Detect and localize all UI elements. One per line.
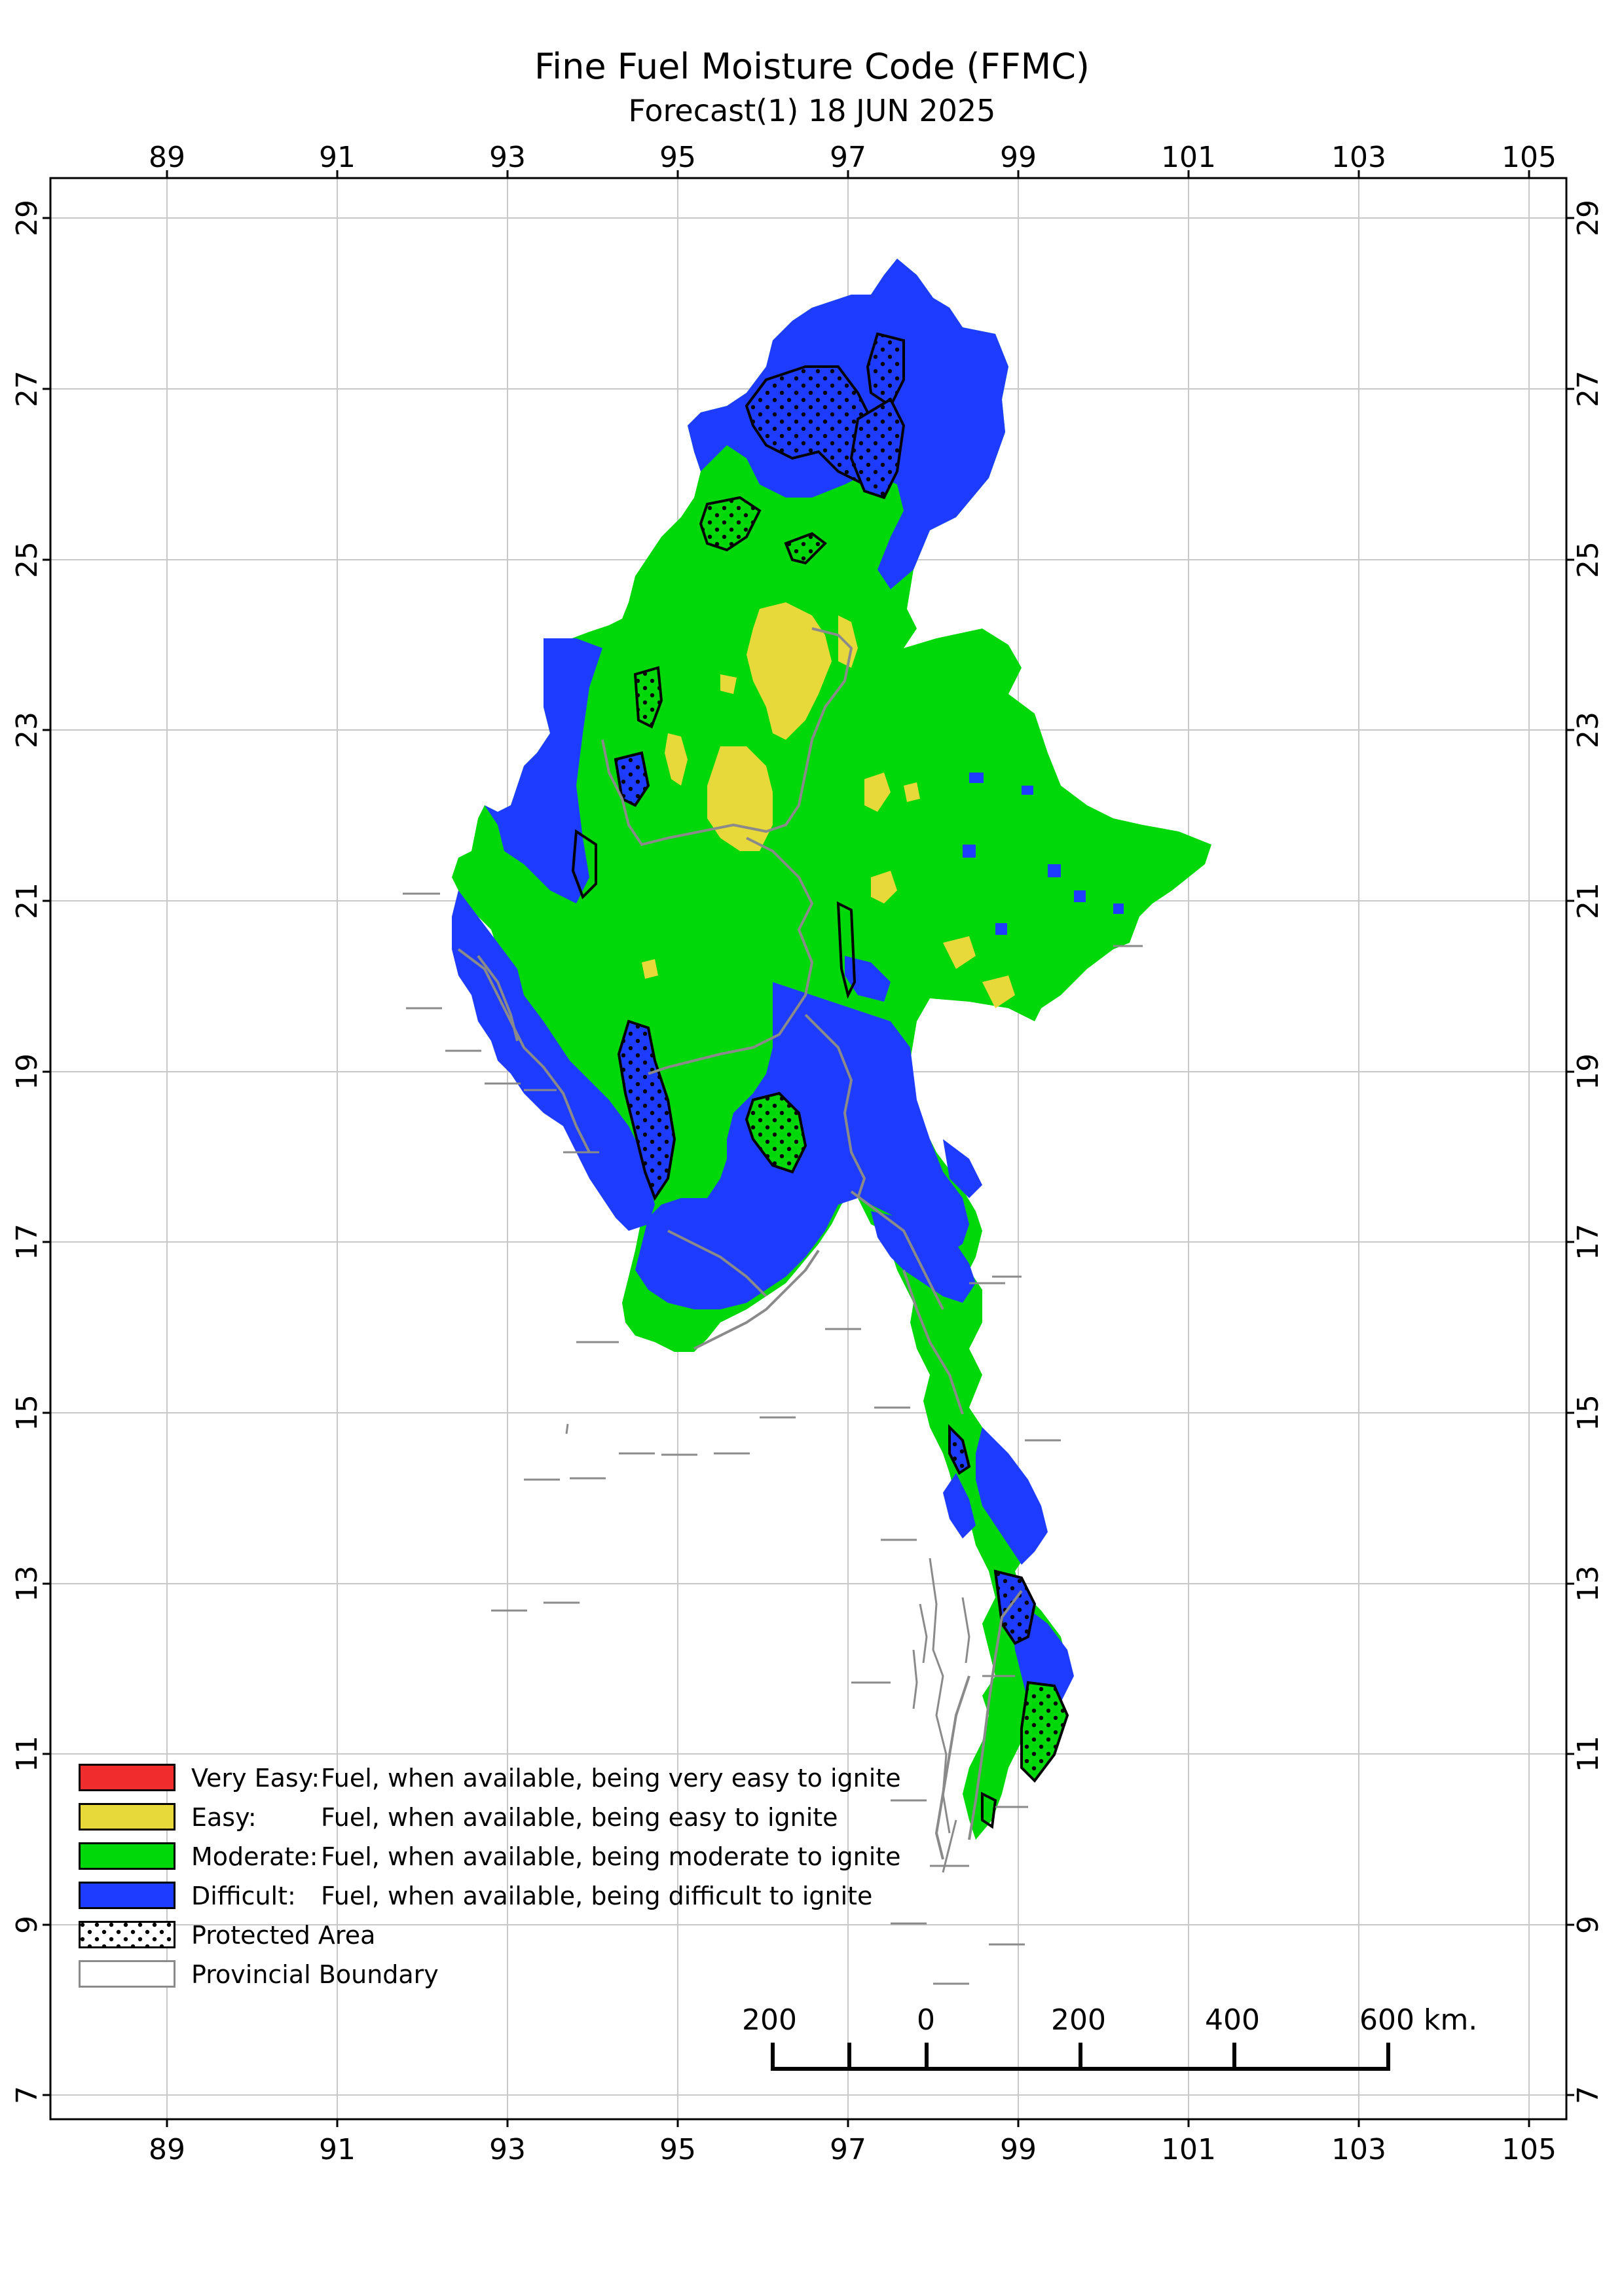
legend-description: Fuel, when available, being moderate to … xyxy=(321,1842,901,1871)
lat-label-left: 29 xyxy=(10,200,44,236)
lat-label-right: 25 xyxy=(1572,541,1605,578)
lon-label-bottom: 105 xyxy=(1502,2133,1557,2166)
legend-swatch-very-easy xyxy=(79,1764,175,1791)
lat-label-left: 17 xyxy=(10,1224,44,1260)
lat-label-left: 25 xyxy=(10,541,44,578)
legend-item-very-easy: Very Easy: Fuel, when available, being v… xyxy=(79,1761,930,1795)
scale-bar xyxy=(771,2043,1390,2071)
lon-label-top: 97 xyxy=(830,141,866,174)
legend-swatch-easy xyxy=(79,1803,175,1831)
legend-term: Easy: xyxy=(191,1803,257,1832)
island-markings xyxy=(403,892,1143,1985)
lat-label-right: 29 xyxy=(1572,200,1605,236)
lon-label-bottom: 89 xyxy=(149,2133,185,2166)
lon-label-bottom: 97 xyxy=(830,2133,866,2166)
lat-label-left: 23 xyxy=(10,712,44,748)
lon-label-top: 93 xyxy=(489,141,526,174)
scale-label-400: 400 xyxy=(1205,2003,1260,2037)
legend-swatch-protected-area xyxy=(79,1921,175,1948)
legend-item-provincial-boundary: Provincial Boundary xyxy=(79,1958,930,1992)
legend-description: Fuel, when available, being easy to igni… xyxy=(321,1803,838,1832)
lat-label-right: 21 xyxy=(1572,883,1605,919)
provincial-boundaries xyxy=(457,627,1023,1860)
legend-term: Moderate: xyxy=(191,1842,318,1871)
legend-term: Difficult: xyxy=(191,1882,296,1910)
lon-label-bottom: 91 xyxy=(319,2133,356,2166)
lon-label-bottom: 103 xyxy=(1331,2133,1386,2166)
scale-label-0: 0 xyxy=(917,2003,935,2037)
lat-label-right: 7 xyxy=(1572,2086,1605,2104)
lon-label-top: 103 xyxy=(1331,141,1386,174)
map-frame xyxy=(49,177,1568,2121)
legend-swatch-moderate xyxy=(79,1842,175,1870)
lat-label-left: 19 xyxy=(10,1053,44,1090)
lat-label-left: 27 xyxy=(10,371,44,407)
legend-item-easy: Easy: Fuel, when available, being easy t… xyxy=(79,1800,930,1834)
legend-term: Provincial Boundary xyxy=(191,1960,439,1989)
scale-label-200: 200 xyxy=(1051,2003,1106,2037)
legend-description: Fuel, when available, being difficult to… xyxy=(321,1882,873,1910)
lon-label-top: 99 xyxy=(1000,141,1037,174)
lat-label-right: 27 xyxy=(1572,371,1605,407)
lat-label-left: 11 xyxy=(10,1736,44,1772)
map-title: Fine Fuel Moisture Code (FFMC) xyxy=(534,46,1090,87)
lat-label-right: 15 xyxy=(1572,1394,1605,1431)
lon-label-top: 101 xyxy=(1161,141,1216,174)
lat-label-right: 17 xyxy=(1572,1224,1605,1260)
map-subtitle: Forecast(1) 18 JUN 2025 xyxy=(628,93,996,128)
lat-label-right: 19 xyxy=(1572,1053,1605,1090)
easy-areas xyxy=(642,602,1015,1008)
lon-label-top: 89 xyxy=(149,141,185,174)
legend-term: Protected Area xyxy=(191,1921,376,1950)
lat-label-right: 13 xyxy=(1572,1565,1605,1602)
legend-item-moderate: Moderate: Fuel, when available, being mo… xyxy=(79,1840,930,1874)
frame-ticks xyxy=(43,170,1574,2127)
lon-label-bottom: 93 xyxy=(489,2133,526,2166)
legend-swatch-difficult xyxy=(79,1882,175,1909)
lon-label-bottom: 99 xyxy=(1000,2133,1037,2166)
protected-areas xyxy=(571,332,1069,1829)
scale-label-600: 600 km. xyxy=(1359,2003,1478,2037)
legend-term: Very Easy: xyxy=(191,1764,320,1793)
lat-label-left: 15 xyxy=(10,1394,44,1431)
lon-label-top: 105 xyxy=(1502,141,1557,174)
lon-label-top: 95 xyxy=(659,141,696,174)
lat-label-left: 9 xyxy=(10,1916,44,1934)
lat-label-right: 11 xyxy=(1572,1736,1605,1772)
lat-label-right: 9 xyxy=(1572,1916,1605,1934)
legend-swatch-provincial-boundary xyxy=(79,1960,175,1988)
legend-item-protected-area: Protected Area xyxy=(79,1918,930,1952)
legend-item-difficult: Difficult: Fuel, when available, being d… xyxy=(79,1879,930,1913)
lat-label-left: 21 xyxy=(10,883,44,919)
lon-label-bottom: 95 xyxy=(659,2133,696,2166)
lon-label-top: 91 xyxy=(319,141,356,174)
lat-label-right: 23 xyxy=(1572,712,1605,748)
lat-label-left: 13 xyxy=(10,1565,44,1602)
scale-label-200-left: 200 xyxy=(742,2003,797,2037)
legend-description: Fuel, when available, being very easy to… xyxy=(321,1764,901,1793)
lon-label-bottom: 101 xyxy=(1161,2133,1216,2166)
lat-label-left: 7 xyxy=(10,2086,44,2104)
